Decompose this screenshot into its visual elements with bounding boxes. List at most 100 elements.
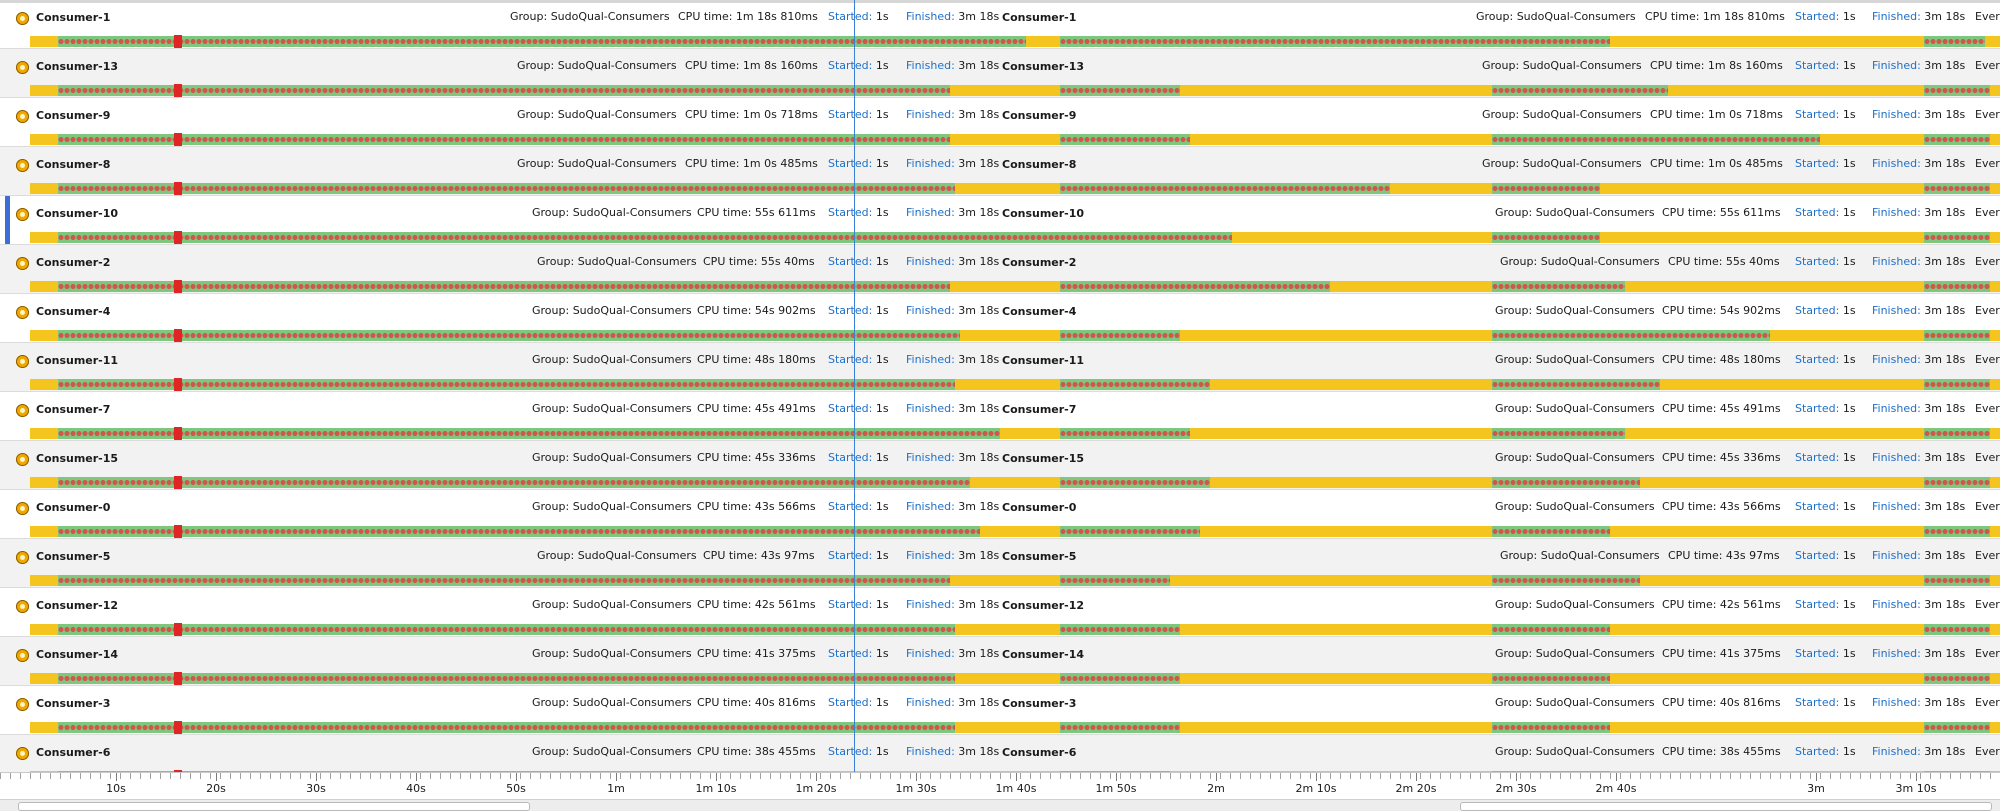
thread-finished-repeat: Finished: 3m 18s — [1872, 304, 1965, 317]
thread-row[interactable]: Consumer-1 Group: SudoQual-Consumers CPU t… — [0, 0, 2000, 49]
axis-major-tick — [916, 773, 917, 781]
running-segment — [1060, 183, 1390, 194]
thread-state-track[interactable] — [30, 427, 2000, 440]
thread-state-track[interactable] — [30, 721, 2000, 734]
thread-group: Group: SudoQual-Consumers — [532, 353, 692, 366]
group-prefix: Group: — [537, 255, 575, 268]
thread-state-track[interactable] — [30, 672, 2000, 685]
thread-gear-icon — [16, 208, 29, 221]
thread-finished: Finished: 3m 18s — [906, 647, 999, 660]
started-value: 1s — [875, 402, 889, 415]
running-segment — [1492, 85, 1668, 96]
thread-state-track[interactable] — [30, 280, 2000, 293]
axis-major-tick — [1616, 773, 1617, 781]
thread-row[interactable]: Consumer-14 Group: SudoQual-Consumers CPU … — [0, 637, 2000, 686]
thread-row[interactable]: Consumer-10 Group: SudoQual-Consumers CPU … — [0, 196, 2000, 245]
cpu-value: 54s 902ms — [754, 304, 816, 317]
group-prefix: Group: — [537, 549, 575, 562]
cpu-value: 54s 902ms — [1719, 304, 1781, 317]
thread-state-track[interactable] — [30, 378, 2000, 391]
thread-gear-icon — [16, 502, 29, 515]
thread-row[interactable]: Consumer-9 Group: SudoQual-Consumers CPU t… — [0, 98, 2000, 147]
thread-gear-icon — [16, 12, 29, 25]
started-value: 1s — [875, 206, 889, 219]
thread-row[interactable]: Consumer-4 Group: SudoQual-Consumers CPU t… — [0, 294, 2000, 343]
finished-value: 3m 18s — [958, 696, 1000, 709]
thread-row[interactable]: Consumer-8 Group: SudoQual-Consumers CPU t… — [0, 147, 2000, 196]
thread-row[interactable]: Consumer-15 Group: SudoQual-Consumers CPU … — [0, 441, 2000, 490]
thread-row[interactable]: Consumer-5 Group: SudoQual-Consumers CPU t… — [0, 539, 2000, 588]
scrollbar-thumb[interactable] — [18, 802, 530, 811]
started-value: 1s — [1842, 108, 1856, 121]
thread-events-label: Ever — [1975, 255, 2000, 268]
cpu-prefix: CPU time: — [1662, 451, 1717, 464]
axis-tick-label: 1m — [607, 782, 625, 795]
thread-started: Started: 1s — [828, 647, 889, 660]
thread-state-track[interactable] — [30, 476, 2000, 489]
monitor-marker — [174, 182, 182, 195]
group-value: SudoQual-Consumers — [1535, 304, 1655, 317]
running-segment — [1060, 575, 1170, 586]
running-segment — [58, 85, 950, 96]
thread-cpu-time-repeat: CPU time: 43s 566ms — [1662, 500, 1781, 513]
thread-state-track[interactable] — [30, 231, 2000, 244]
cpu-value: 45s 491ms — [754, 402, 816, 415]
thread-row[interactable]: Consumer-13 Group: SudoQual-Consumers CPU … — [0, 49, 2000, 98]
thread-state-track[interactable] — [30, 35, 2000, 48]
scrollbar-thumb-secondary[interactable] — [1460, 802, 1992, 811]
horizontal-scrollbar[interactable] — [0, 799, 2000, 811]
thread-state-track[interactable] — [30, 575, 2000, 586]
thread-name-repeat: Consumer-5 — [1002, 550, 1077, 563]
cpu-value: 40s 816ms — [754, 696, 816, 709]
thread-state-track[interactable] — [30, 133, 2000, 146]
thread-row[interactable]: Consumer-11 Group: SudoQual-Consumers CPU … — [0, 343, 2000, 392]
running-segment — [1492, 183, 1600, 194]
started-label: Started: — [1795, 108, 1840, 121]
thread-row[interactable]: Consumer-0 Group: SudoQual-Consumers CPU t… — [0, 490, 2000, 539]
group-prefix: Group: — [1495, 402, 1533, 415]
running-segment — [1924, 232, 1990, 243]
thread-group-repeat: Group: SudoQual-Consumers — [1500, 255, 1660, 268]
thread-row[interactable]: Consumer-12 Group: SudoQual-Consumers CPU … — [0, 588, 2000, 637]
thread-state-track[interactable] — [30, 623, 2000, 636]
cpu-prefix: CPU time: — [1662, 500, 1717, 513]
events-label: Ever — [1975, 10, 2000, 23]
started-label: Started: — [828, 10, 873, 23]
finished-label: Finished: — [1872, 549, 1921, 562]
thread-group: Group: SudoQual-Consumers — [532, 451, 692, 464]
finished-label: Finished: — [1872, 745, 1921, 758]
axis-major-tick — [116, 773, 117, 781]
thread-row[interactable]: Consumer-2 Group: SudoQual-Consumers CPU t… — [0, 245, 2000, 294]
thread-finished-repeat: Finished: 3m 18s — [1872, 598, 1965, 611]
cpu-value: 55s 611ms — [754, 206, 816, 219]
thread-cpu-time: CPU time: 1m 0s 485ms — [685, 157, 818, 170]
running-segment — [1492, 673, 1610, 684]
thread-row[interactable]: Consumer-3 Group: SudoQual-Consumers CPU t… — [0, 686, 2000, 735]
thread-state-track[interactable] — [30, 525, 2000, 538]
started-label: Started: — [828, 255, 873, 268]
thread-finished: Finished: 3m 18s — [906, 402, 999, 415]
thread-finished: Finished: 3m 18s — [906, 304, 999, 317]
thread-state-track[interactable] — [30, 182, 2000, 195]
cpu-prefix: CPU time: — [1662, 647, 1717, 660]
thread-gear-icon — [16, 600, 29, 613]
started-value: 1s — [875, 108, 889, 121]
monitor-marker — [174, 672, 182, 685]
group-prefix: Group: — [1482, 59, 1520, 72]
running-segment — [1492, 575, 1640, 586]
thread-row[interactable]: Consumer-7 Group: SudoQual-Consumers CPU t… — [0, 392, 2000, 441]
axis-tick-label: 1m 30s — [895, 782, 937, 795]
cpu-prefix: CPU time: — [1668, 549, 1723, 562]
thread-state-track[interactable] — [30, 84, 2000, 97]
cpu-value: 1m 0s 485ms — [1707, 157, 1783, 170]
thread-state-track[interactable] — [30, 329, 2000, 342]
running-segment — [58, 36, 1026, 47]
time-cursor-line[interactable] — [854, 0, 855, 790]
finished-value: 3m 18s — [958, 402, 1000, 415]
running-segment — [1924, 477, 1990, 488]
finished-label: Finished: — [1872, 206, 1921, 219]
running-segment — [58, 428, 1000, 439]
group-prefix: Group: — [532, 500, 570, 513]
finished-label: Finished: — [1872, 598, 1921, 611]
